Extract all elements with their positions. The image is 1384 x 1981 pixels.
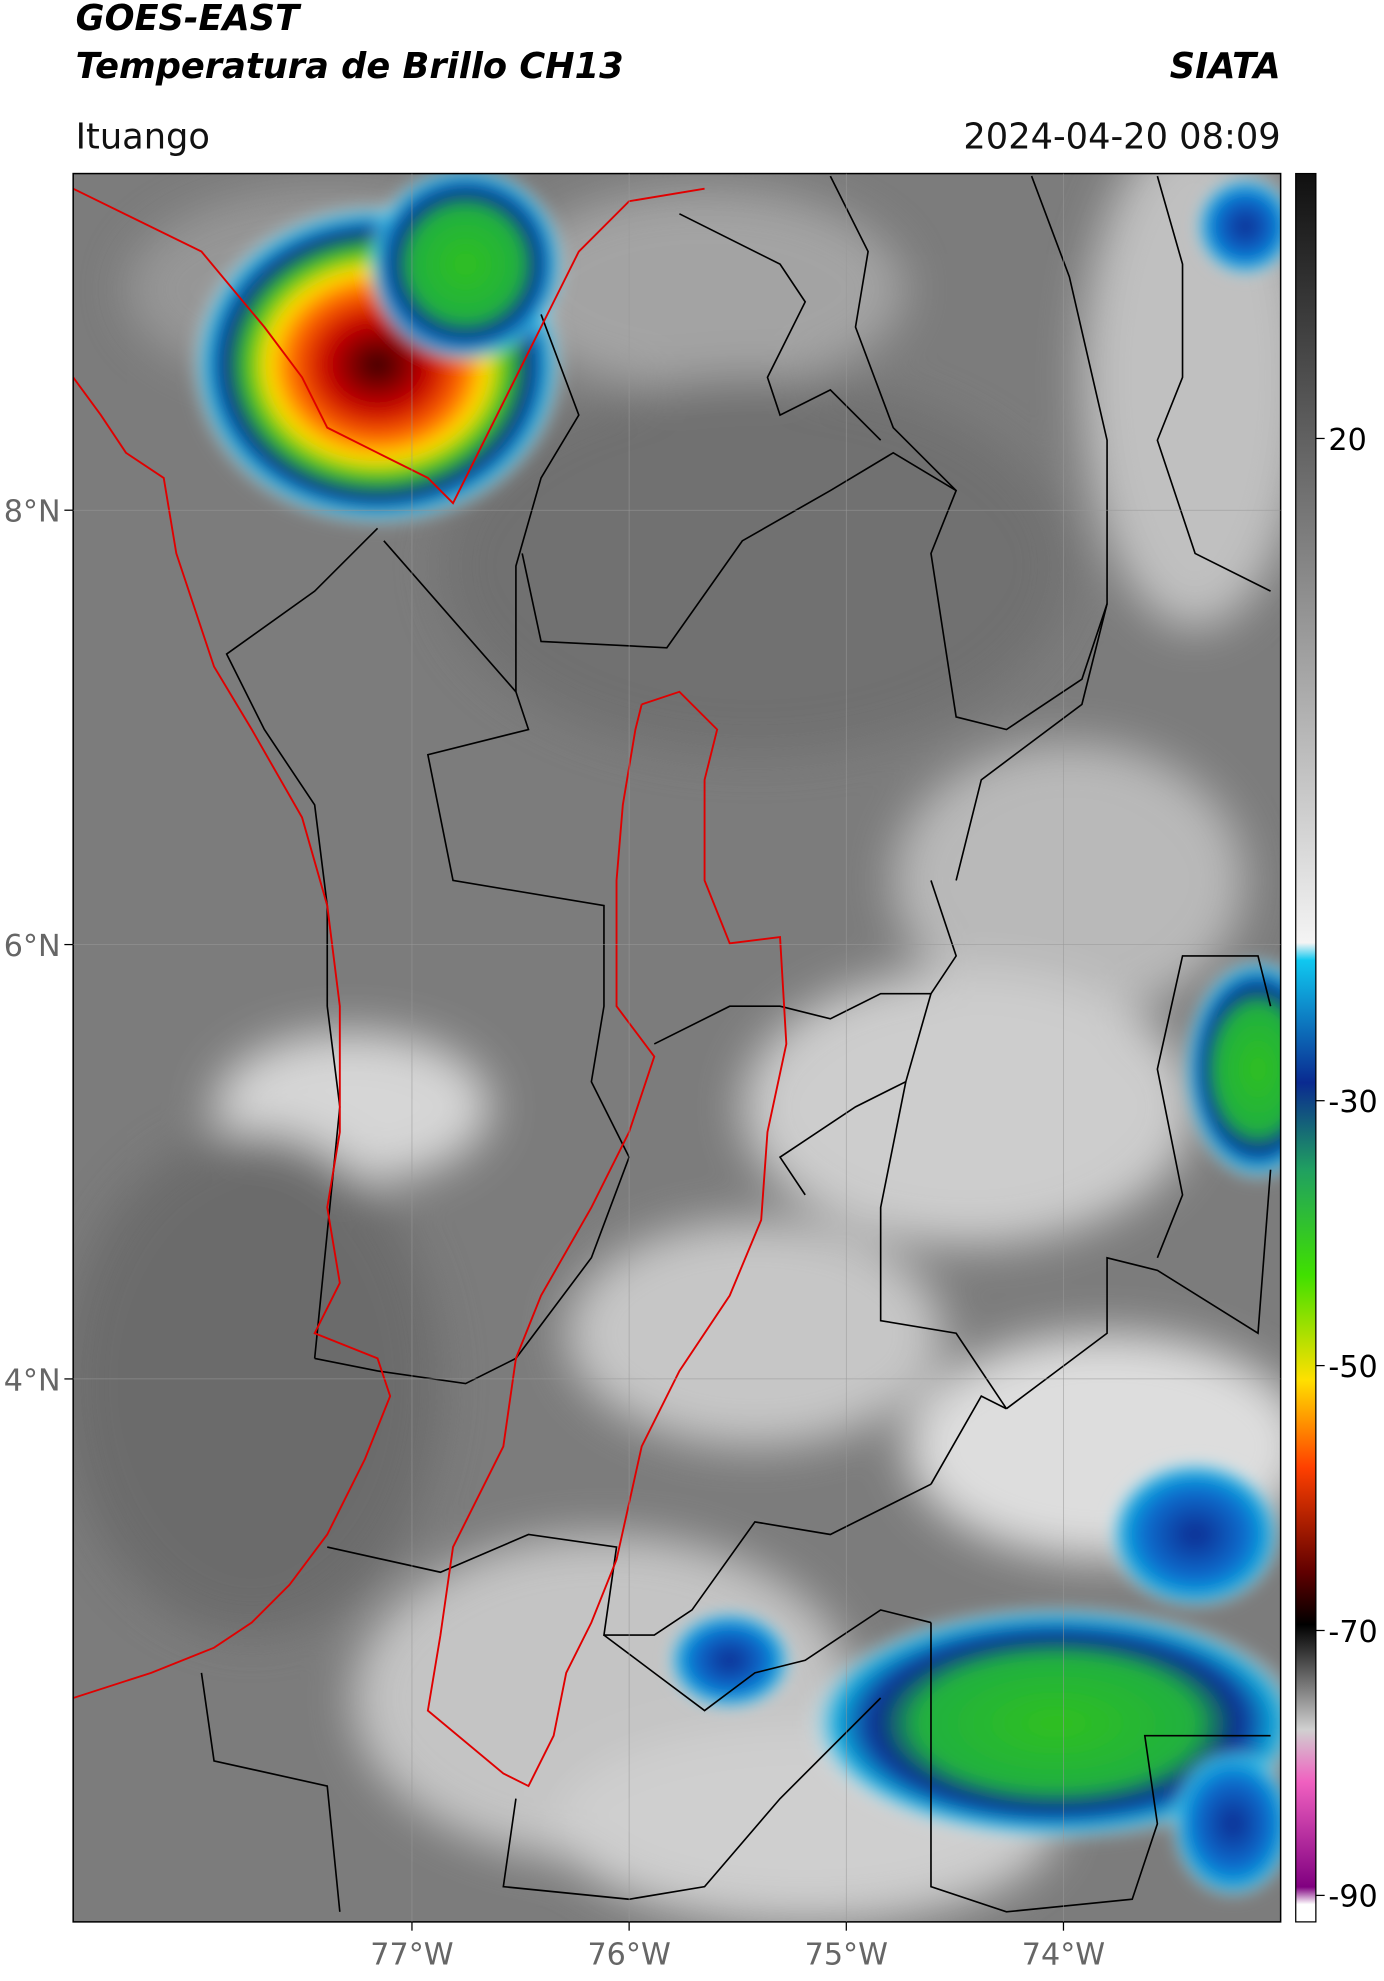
satellite-image bbox=[73, 173, 1281, 1922]
colorbar bbox=[1295, 172, 1317, 1923]
x-tick-label: 75°W bbox=[805, 1938, 888, 1973]
x-tick-label: 77°W bbox=[370, 1938, 453, 1973]
y-tick-label: 8°N bbox=[4, 495, 61, 530]
colorbar-tick-label: 20 bbox=[1328, 423, 1366, 458]
x-tick-label: 76°W bbox=[587, 1938, 670, 1973]
colorbar-tick-label: -70 bbox=[1328, 1615, 1377, 1650]
title: GOES-EAST bbox=[76, 0, 302, 39]
colorbar-tick-label: -50 bbox=[1328, 1350, 1377, 1385]
y-tick-label: 4°N bbox=[4, 1363, 61, 1398]
datetime: 2024-04-20 08:09 bbox=[963, 116, 1280, 157]
colorbar-tick-label: -90 bbox=[1328, 1880, 1377, 1915]
map-frame bbox=[72, 172, 1282, 1923]
location: Ituango bbox=[76, 116, 210, 157]
subtitle: Temperatura de Brillo CH13 bbox=[76, 46, 624, 87]
colorbar-tick-label: -30 bbox=[1328, 1085, 1377, 1120]
source: SIATA bbox=[1170, 46, 1281, 87]
x-tick-label: 74°W bbox=[1022, 1938, 1105, 1973]
y-tick-label: 6°N bbox=[4, 929, 61, 964]
